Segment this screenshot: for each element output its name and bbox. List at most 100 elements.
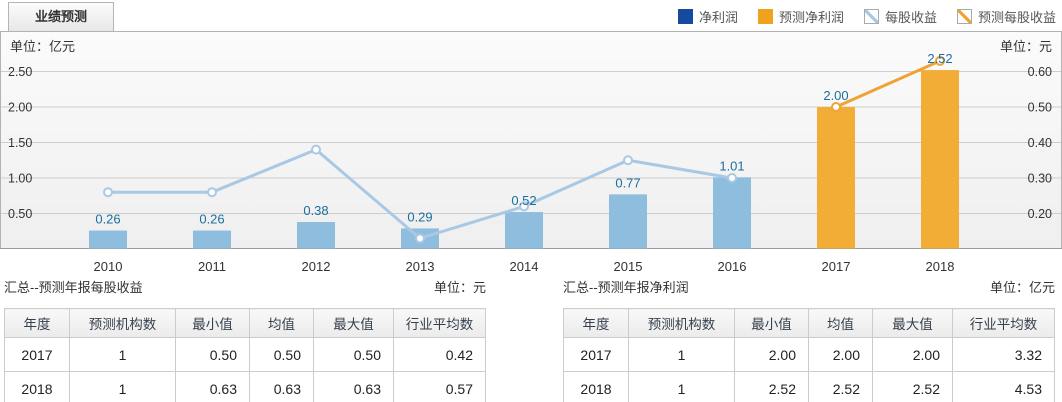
chart-marker bbox=[311, 144, 321, 155]
chart-marker bbox=[207, 187, 217, 198]
net-profit-table-title: 汇总--预测年报净利润 bbox=[563, 280, 689, 295]
column-header: 行业平均数 bbox=[952, 308, 1055, 338]
net-profit-table-unit: 单位：亿元 bbox=[989, 280, 1055, 295]
legend-item-forecast-net-profit: 预测净利润 bbox=[757, 7, 844, 26]
chart-marker bbox=[831, 102, 841, 112]
bar-value-label: 0.38 bbox=[303, 203, 328, 218]
left-axis-tick: 2.50 bbox=[8, 65, 32, 79]
x-axis-category-label: 2017 bbox=[822, 259, 851, 274]
table-cell: 0.50 bbox=[249, 337, 314, 372]
eps-table-title: 汇总--预测年报每股收益 bbox=[4, 280, 143, 295]
legend-label-eps: 每股收益 bbox=[884, 10, 937, 25]
column-header: 年度 bbox=[4, 308, 70, 338]
table-cell: 4.53 bbox=[952, 371, 1055, 402]
chart-bar bbox=[193, 230, 231, 249]
bar-value-label: 2.00 bbox=[823, 88, 848, 103]
chart-marker bbox=[519, 201, 529, 212]
table-cell: 1 bbox=[628, 337, 735, 372]
legend-item-forecast-eps: 预测每股收益 bbox=[956, 7, 1056, 26]
x-axis-category-label: 2018 bbox=[926, 259, 955, 274]
column-header: 均值 bbox=[249, 308, 314, 338]
table-cell: 2.00 bbox=[734, 337, 809, 372]
legend-item-eps: 每股收益 bbox=[863, 7, 937, 26]
tab-performance-forecast[interactable]: 业绩预测 bbox=[8, 2, 115, 31]
chart-line bbox=[835, 59, 941, 109]
net-profit-forecast-block: 汇总--预测年报净利润 单位：亿元 年度 预测机构数 最小值 均值 最大值 行业平均数 2… bbox=[563, 279, 1055, 402]
eps-table-unit: 单位：元 bbox=[433, 280, 486, 295]
eps-forecast-block: 汇总--预测年报每股收益 单位：元 年度 预测机构数 最小值 均值 最大值 行业平均数 2… bbox=[4, 279, 486, 402]
x-axis-category-label: 2015 bbox=[614, 259, 643, 274]
table-cell: 0.63 bbox=[249, 371, 314, 402]
table-cell: 0.50 bbox=[175, 337, 250, 372]
table-cell: 2.52 bbox=[872, 371, 953, 402]
table-cell: 1 bbox=[628, 371, 735, 402]
bar-value-label: 0.26 bbox=[95, 212, 120, 227]
right-axis-tick: 0.20 bbox=[1028, 207, 1052, 221]
bar-value-label: 0.77 bbox=[615, 175, 640, 190]
column-header: 年度 bbox=[563, 308, 629, 338]
net-profit-table-header: 汇总--预测年报净利润 单位：亿元 bbox=[563, 279, 1055, 297]
chart-marker bbox=[415, 233, 425, 244]
table-cell: 3.32 bbox=[952, 337, 1055, 372]
table-cell: 0.57 bbox=[393, 371, 486, 402]
chart-marker bbox=[727, 173, 737, 183]
legend-swatch-net-profit-icon bbox=[677, 9, 693, 24]
bar-value-label: 0.26 bbox=[199, 212, 224, 227]
chart-legend: 净利润 预测净利润 每股收益 预测每股收益 bbox=[658, 7, 1056, 26]
table-cell: 1 bbox=[69, 337, 176, 372]
column-header: 最大值 bbox=[872, 308, 953, 338]
chart-marker bbox=[935, 55, 945, 66]
legend-swatch-forecast-net-profit-icon bbox=[757, 9, 773, 24]
table-cell: 2018 bbox=[563, 371, 629, 402]
forecast-chart: 0.50 0.20 1.00 0.30 1.50 0.40 2.00 0.50 2.50 0.60… bbox=[0, 31, 1062, 277]
right-axis-tick: 0.30 bbox=[1028, 172, 1052, 186]
table-row: 2018 1 2.52 2.52 2.52 4.53 bbox=[563, 371, 1055, 402]
bar-value-label: 0.29 bbox=[407, 209, 432, 224]
chart-bar bbox=[505, 212, 543, 249]
table-cell: 2.00 bbox=[872, 337, 953, 372]
net-profit-forecast-table: 年度 预测机构数 最小值 均值 最大值 行业平均数 2017 1 2.00 2.00 2.00 3.… bbox=[563, 308, 1055, 402]
table-cell: 1 bbox=[69, 371, 176, 402]
left-axis-tick: 2.00 bbox=[8, 101, 32, 115]
table-cell: 0.63 bbox=[175, 371, 250, 402]
table-row: 2018 1 0.63 0.63 0.63 0.57 bbox=[4, 371, 486, 402]
chart-bar bbox=[817, 107, 855, 249]
chart-marker bbox=[103, 187, 113, 198]
chart-bar bbox=[297, 222, 335, 249]
bar-value-label: 1.01 bbox=[719, 158, 744, 173]
table-row: 2017 1 0.50 0.50 0.50 0.42 bbox=[4, 337, 486, 372]
table-cell: 2017 bbox=[4, 337, 70, 372]
bar-value-label: 2.52 bbox=[927, 51, 952, 66]
legend-label-forecast-net-profit: 预测净利润 bbox=[778, 10, 844, 25]
x-axis-category-label: 2016 bbox=[718, 259, 747, 274]
table-cell: 2.52 bbox=[734, 371, 809, 402]
column-header: 预测机构数 bbox=[628, 308, 735, 338]
right-axis-tick: 0.40 bbox=[1028, 136, 1052, 150]
table-cell: 0.63 bbox=[313, 371, 394, 402]
column-header: 均值 bbox=[808, 308, 873, 338]
table-row: 2017 1 2.00 2.00 2.00 3.32 bbox=[563, 337, 1055, 372]
chart-marker bbox=[623, 155, 633, 166]
x-axis-category-label: 2013 bbox=[406, 259, 435, 274]
left-axis-tick: 1.00 bbox=[8, 172, 32, 186]
column-header: 最大值 bbox=[313, 308, 394, 338]
legend-label-net-profit: 净利润 bbox=[698, 10, 738, 25]
right-axis-tick: 0.50 bbox=[1028, 101, 1052, 115]
left-axis-tick: 0.50 bbox=[8, 207, 32, 221]
column-header: 最小值 bbox=[175, 308, 250, 338]
legend-swatch-eps-icon bbox=[863, 9, 879, 24]
combo-chart-svg: 0.50 0.20 1.00 0.30 1.50 0.40 2.00 0.50 2.50 0.60… bbox=[0, 31, 1062, 274]
left-axis-unit-label: 单位：亿元 bbox=[10, 39, 75, 54]
legend-item-net-profit: 净利润 bbox=[677, 7, 738, 26]
table-cell: 2018 bbox=[4, 371, 70, 402]
eps-forecast-table: 年度 预测机构数 最小值 均值 最大值 行业平均数 2017 1 0.50 0.50 0.50 0.… bbox=[4, 308, 486, 402]
x-axis-category-label: 2012 bbox=[302, 259, 331, 274]
summary-tables: 汇总--预测年报每股收益 单位：元 年度 预测机构数 最小值 均值 最大值 行业平均数 2… bbox=[0, 277, 1062, 402]
table-cell: 2.00 bbox=[808, 337, 873, 372]
table-cell: 2.52 bbox=[808, 371, 873, 402]
column-header: 行业平均数 bbox=[393, 308, 486, 338]
bar-value-label: 0.52 bbox=[511, 193, 536, 208]
widget-header: 业绩预测 净利润 预测净利润 每股收益 预测每股收益 bbox=[0, 0, 1062, 31]
eps-table-header: 汇总--预测年报每股收益 单位：元 bbox=[4, 279, 486, 297]
